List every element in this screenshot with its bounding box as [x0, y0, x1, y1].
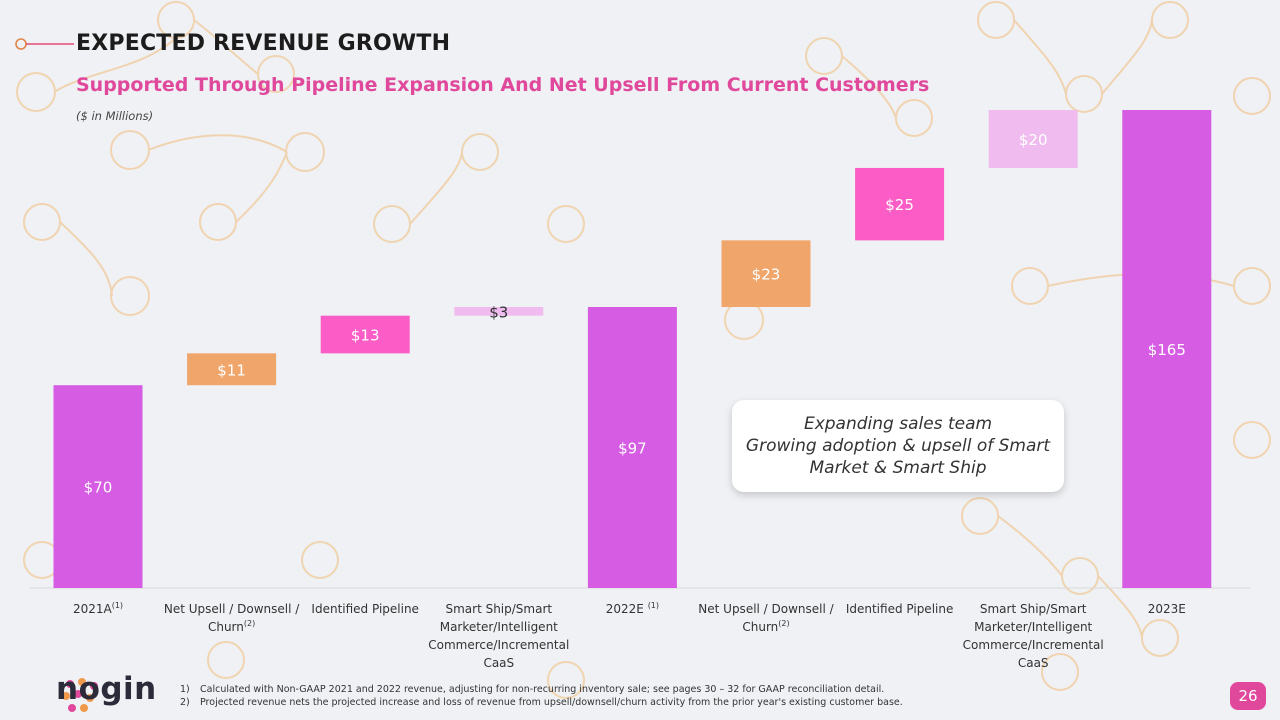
callout-line-2: Growing adoption & upsell of Smart: [745, 436, 1051, 456]
x-tick-superscript-1: (2): [244, 619, 255, 628]
x-tick-label-5-0: Net Upsell / Downsell /: [698, 602, 834, 616]
footnote-1: 1) Calculated with Non-GAAP 2021 and 202…: [180, 683, 903, 696]
bar-delta-5: [721, 240, 811, 307]
footnotes: 1) Calculated with Non-GAAP 2021 and 202…: [180, 683, 903, 709]
page-subtitle: Supported Through Pipeline Expansion And…: [76, 74, 930, 96]
data-label-1: $11: [217, 361, 246, 379]
data-label-6: $25: [885, 196, 914, 214]
bar-total-4: [587, 306, 677, 588]
x-tick-label-3-2: Commerce/Incremental: [428, 638, 569, 652]
x-tick-superscript-4: (1): [648, 601, 659, 610]
page-title: EXPECTED REVENUE GROWTH: [76, 31, 451, 56]
footnote-text: Projected revenue nets the projected inc…: [200, 697, 903, 708]
x-tick-label-5-1: Churn(2): [742, 619, 789, 634]
x-tick-label-7-0: Smart Ship/Smart: [980, 602, 1087, 616]
x-tick-label-0-0: 2021A(1): [73, 601, 123, 616]
data-label-3: $3: [489, 303, 508, 321]
data-label-4: $97: [618, 439, 647, 457]
callout-line-3: Market & Smart Ship: [809, 458, 987, 478]
x-tick-superscript-0: (1): [112, 601, 123, 610]
x-tick-label-7-3: CaaS: [1018, 656, 1049, 670]
data-label-2: $13: [351, 327, 380, 345]
bar-delta-2: [320, 315, 410, 354]
x-tick-label-3-0: Smart Ship/Smart: [445, 602, 552, 616]
logo-text: nogin: [56, 671, 157, 707]
data-label-5: $23: [752, 266, 781, 284]
x-tick-label-3-1: Marketer/Intelligent: [440, 620, 558, 634]
x-tick-label-4-0: 2022E (1): [606, 601, 659, 616]
callout-line-1: Expanding sales team: [803, 414, 993, 434]
x-tick-label-1-0: Net Upsell / Downsell /: [164, 602, 300, 616]
footnote-number: 1): [180, 684, 190, 695]
callout-box: Expanding sales team Growing adoption & …: [732, 400, 1064, 492]
x-tick-label-1-1: Churn(2): [208, 619, 255, 634]
bar-delta-1: [187, 353, 277, 386]
data-label-8: $165: [1148, 341, 1186, 359]
x-tick-label-7-2: Commerce/Incremental: [963, 638, 1104, 652]
units-note: ($ in Millions): [76, 109, 154, 123]
x-tick-label-2-0: Identified Pipeline: [311, 602, 419, 616]
x-tick-label-8-0: 2023E: [1148, 602, 1186, 616]
x-tick-superscript-5: (2): [778, 619, 789, 628]
data-label-0: $70: [84, 479, 113, 497]
footnote-text: Calculated with Non-GAAP 2021 and 2022 r…: [200, 684, 885, 695]
nogin-logo-icon: [62, 678, 98, 712]
page-number: 26: [1230, 682, 1266, 710]
footnote-2: 2) Projected revenue nets the projected …: [180, 696, 903, 709]
bar-delta-6: [855, 167, 945, 241]
data-label-7: $20: [1019, 131, 1048, 149]
x-tick-label-3-3: CaaS: [483, 656, 514, 670]
x-tick-label-7-1: Marketer/Intelligent: [974, 620, 1092, 634]
header-accent-line: [15, 38, 74, 50]
bar-delta-7: [988, 110, 1078, 168]
footnote-number: 2): [180, 697, 190, 708]
x-tick-label-6-0: Identified Pipeline: [846, 602, 954, 616]
bar-delta-3: [454, 306, 544, 316]
bar-total-0: [53, 385, 143, 588]
bar-total-8: [1122, 110, 1212, 588]
